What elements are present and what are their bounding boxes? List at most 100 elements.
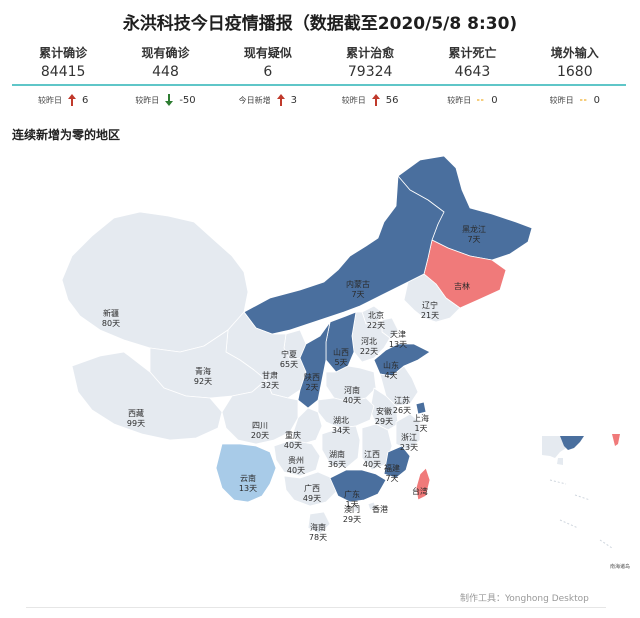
region-name-label: 台湾 — [412, 486, 428, 496]
region-29 — [329, 469, 387, 503]
region-days-label: 99天 — [127, 419, 145, 428]
arrow-up-icon — [67, 94, 76, 106]
region-name-label: 黑龙江 — [462, 224, 486, 234]
stat-label: 累计治愈 — [346, 46, 395, 60]
region-14 — [325, 365, 377, 403]
region-name-label: 湖北 — [333, 416, 349, 425]
region-days-label: 32天 — [261, 381, 279, 390]
region-23 — [321, 425, 361, 469]
region-22 — [395, 413, 421, 451]
region-name-label: 天津 — [390, 329, 406, 339]
region-name-label: 上海 — [413, 413, 429, 423]
change-value: 3 — [290, 94, 297, 106]
region-days-label: 4天 — [384, 371, 397, 380]
region-20 — [221, 379, 299, 445]
region-days-label: 29天 — [375, 417, 393, 426]
stat-label: 境外输入 — [550, 46, 599, 60]
region-days-label: 22天 — [367, 321, 385, 330]
region-days-label: 34天 — [332, 426, 350, 435]
region-days-label: 40天 — [343, 396, 361, 405]
inset-dashed-line — [549, 479, 613, 549]
stat-suspected: 现有疑似 6 — [217, 44, 319, 84]
stat-label: 现有疑似 — [243, 46, 292, 60]
change-label: 今日新增 — [238, 95, 271, 105]
region-name-label: 山东 — [383, 360, 399, 370]
region-days-label: 26天 — [393, 406, 411, 415]
stat-value: 4643 — [454, 64, 491, 80]
region-days-label: 1天 — [414, 424, 427, 433]
flat-dash-icon — [477, 99, 486, 101]
stat-value: 84415 — [40, 64, 86, 80]
stats-bar: 累计确诊 84415 现有确诊 448 现有疑似 6 累计治愈 79324 累计… — [12, 44, 626, 86]
region-days-label: 65天 — [280, 360, 298, 369]
region-days-label: 13天 — [239, 484, 257, 493]
change-value: 0 — [593, 94, 600, 106]
map-regions — [61, 155, 533, 535]
region-days-label: 2天 — [305, 383, 318, 392]
region-28 — [283, 471, 337, 507]
region-21 — [291, 407, 323, 445]
region-25 — [273, 439, 321, 477]
stat-label: 累计确诊 — [39, 46, 88, 60]
region-name-label: 山西 — [333, 347, 349, 357]
stat-imported: 境外输入 1680 — [524, 44, 626, 84]
change-value: 56 — [385, 94, 399, 106]
region-name-label: 江苏 — [394, 395, 410, 405]
stat-current-confirmed: 现有确诊 448 — [114, 44, 216, 84]
region-days-label: 5天 — [334, 358, 347, 367]
region-days-label: 40天 — [363, 460, 381, 469]
region-name-label: 辽宁 — [422, 300, 438, 310]
region-name-label: 湖南 — [329, 449, 345, 459]
arrow-up-icon — [371, 94, 380, 106]
region-name-label: 河北 — [361, 336, 377, 346]
region-days-label: 7天 — [385, 474, 398, 483]
stat-label: 累计死亡 — [448, 46, 497, 60]
region-name-label: 重庆 — [285, 430, 301, 440]
region-name-label: 安徽 — [376, 406, 392, 416]
region-33 — [307, 511, 331, 535]
change-label: 较昨日 — [135, 95, 160, 105]
arrow-up-icon — [276, 94, 285, 106]
inset-guangdong — [560, 436, 584, 450]
stat-value: 6 — [263, 64, 273, 80]
region-30 — [415, 467, 431, 501]
region-name-label: 新疆 — [103, 308, 119, 318]
section-title: 连续新增为零的地区 — [12, 128, 121, 142]
change-current-confirmed: 较昨日 -50 — [114, 92, 216, 108]
region-days-label: 1天 — [345, 500, 358, 509]
region-days-label: 80天 — [102, 319, 120, 328]
region-days-label: 7天 — [351, 290, 364, 299]
region-31 — [367, 501, 377, 511]
region-days-label: 7天 — [467, 235, 480, 244]
stat-value: 448 — [152, 64, 179, 80]
inset-label: 南海诸岛 — [610, 564, 631, 570]
region-days-label: 21天 — [421, 311, 439, 320]
stat-deaths: 累计死亡 4643 — [421, 44, 523, 84]
region-3 — [243, 175, 445, 335]
region-name-label: 甘肃 — [262, 370, 278, 380]
region-2 — [403, 273, 461, 323]
flat-dash-icon — [579, 99, 588, 101]
region-name-label: 香港 — [372, 504, 388, 514]
stat-value: 1680 — [556, 64, 593, 80]
change-value: 0 — [491, 94, 498, 106]
region-days-label: 36天 — [328, 460, 346, 469]
region-9 — [61, 211, 249, 353]
arrow-down-icon — [165, 94, 174, 106]
region-name-label: 西藏 — [128, 408, 144, 418]
region-27 — [215, 443, 277, 503]
region-days-label: 49天 — [303, 494, 321, 503]
stat-value: 79324 — [347, 64, 393, 80]
region-name-label: 青海 — [195, 366, 211, 376]
change-suspected: 今日新增 3 — [217, 92, 319, 108]
region-name-label: 海南 — [310, 522, 326, 532]
stat-label: 现有确诊 — [141, 46, 190, 60]
region-days-label: 40天 — [287, 466, 305, 475]
region-name-label: 福建 — [384, 463, 400, 473]
region-days-label: 13天 — [389, 340, 407, 349]
region-18 — [317, 397, 375, 429]
inset-taiwan — [612, 434, 620, 446]
change-label: 较昨日 — [37, 95, 62, 105]
